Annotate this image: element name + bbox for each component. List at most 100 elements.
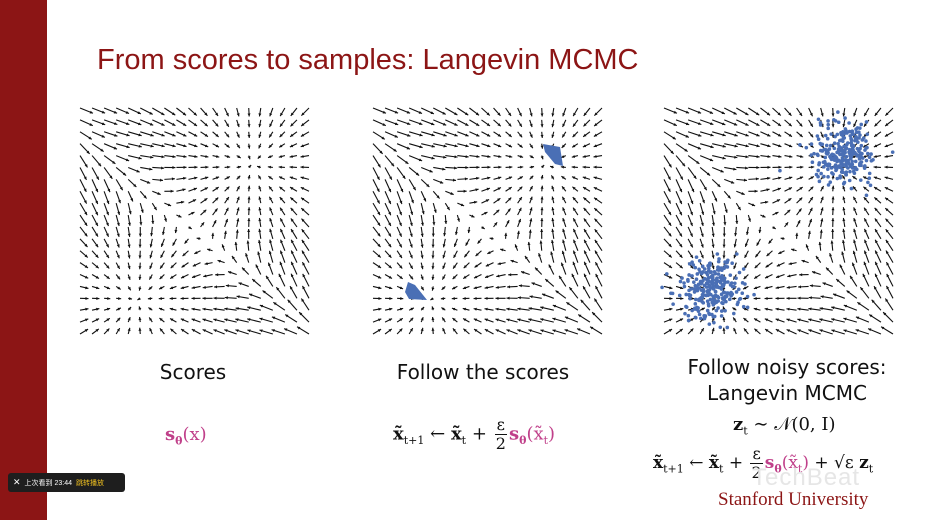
field-arrowhead bbox=[538, 253, 542, 257]
field-arrowhead bbox=[95, 318, 100, 322]
sample-point bbox=[707, 311, 711, 316]
field-arrowhead bbox=[787, 209, 791, 213]
field-arrowhead bbox=[106, 265, 110, 269]
field-arrowhead bbox=[101, 134, 105, 138]
sample-point bbox=[840, 156, 845, 160]
field-arrowhead bbox=[192, 199, 197, 203]
field-arrowhead bbox=[118, 296, 122, 300]
field-arrowhead bbox=[279, 144, 283, 148]
field-arrowhead bbox=[561, 144, 565, 148]
field-arrowhead bbox=[778, 154, 782, 158]
field-arrowhead bbox=[776, 199, 781, 203]
field-arrowhead bbox=[106, 200, 110, 205]
field-arrowhead bbox=[485, 199, 490, 203]
field-arrowhead bbox=[246, 240, 250, 244]
field-arrowhead bbox=[443, 232, 447, 237]
field-arrowhead bbox=[226, 186, 230, 190]
sample-point bbox=[728, 273, 733, 277]
field-arrowhead bbox=[161, 122, 165, 126]
sample-point bbox=[867, 171, 872, 176]
field-arrowhead bbox=[799, 273, 803, 277]
sample-point bbox=[734, 290, 739, 294]
field-arrowhead bbox=[394, 122, 399, 126]
field-arrowhead bbox=[689, 222, 693, 227]
field-arrowhead bbox=[758, 229, 762, 234]
sample-point bbox=[708, 270, 713, 275]
field-arrowhead bbox=[875, 261, 878, 266]
field-arrowhead bbox=[519, 134, 523, 138]
score-vector-field bbox=[79, 107, 310, 335]
field-arrowhead bbox=[831, 229, 835, 233]
field-arrowhead bbox=[410, 276, 414, 280]
field-arrowhead bbox=[280, 112, 284, 117]
sample-point bbox=[730, 261, 734, 266]
sample-point bbox=[855, 153, 860, 157]
field-arrowhead bbox=[540, 229, 544, 233]
field-arrowhead bbox=[799, 112, 803, 116]
field-arrowhead bbox=[874, 133, 878, 137]
field-arrowhead bbox=[561, 262, 564, 266]
field-arrowhead bbox=[874, 286, 877, 290]
field-arrowhead bbox=[809, 207, 813, 212]
field-arrowhead bbox=[711, 233, 715, 237]
field-arrowhead bbox=[839, 264, 843, 268]
field-arrowhead bbox=[748, 218, 751, 222]
field-arrowhead bbox=[224, 296, 228, 300]
field-arrowhead bbox=[106, 307, 111, 311]
sample-point bbox=[727, 297, 732, 302]
field-arrowhead bbox=[388, 233, 391, 237]
field-arrowhead bbox=[863, 133, 867, 138]
field-arrowhead bbox=[170, 275, 174, 279]
field-arrowhead bbox=[853, 123, 857, 127]
field-arrowhead bbox=[398, 222, 402, 227]
field-arrowhead bbox=[583, 123, 587, 127]
field-arrowhead bbox=[97, 163, 102, 167]
field-arrowhead bbox=[258, 207, 262, 211]
field-arrowhead bbox=[269, 196, 273, 201]
resume-playback-button[interactable]: 跳转播放 bbox=[76, 479, 105, 487]
sample-point bbox=[834, 168, 838, 173]
field-arrowhead bbox=[149, 255, 153, 259]
field-arrowhead bbox=[710, 133, 714, 137]
langevin-panel bbox=[656, 100, 901, 342]
field-arrowhead bbox=[830, 240, 834, 244]
field-arrowhead bbox=[127, 306, 132, 311]
resume-playback-bar[interactable]: ✕ 上次看到 23:44 跳转播放 bbox=[8, 473, 125, 492]
field-arrowhead bbox=[873, 154, 877, 158]
field-arrowhead bbox=[182, 122, 187, 126]
field-arrowhead bbox=[540, 113, 544, 117]
field-arrowhead bbox=[540, 306, 544, 310]
field-arrowhead bbox=[452, 318, 456, 322]
field-arrowhead bbox=[717, 183, 721, 188]
field-arrowhead bbox=[799, 187, 803, 190]
field-arrowhead bbox=[767, 165, 771, 169]
field-arrowhead bbox=[548, 264, 552, 268]
field-arrowhead bbox=[151, 220, 155, 224]
field-arrowhead bbox=[406, 146, 411, 150]
field-arrowhead bbox=[788, 123, 792, 127]
field-arrowhead bbox=[820, 295, 824, 299]
field-arrowhead bbox=[487, 154, 491, 158]
field-arrowhead bbox=[442, 244, 446, 248]
field-arrowhead bbox=[84, 254, 88, 258]
field-arrowhead bbox=[710, 145, 714, 149]
field-arrowhead bbox=[440, 296, 445, 300]
field-arrowhead bbox=[754, 264, 758, 269]
langevin-theta: θ bbox=[774, 462, 782, 476]
field-arrowhead bbox=[377, 233, 381, 237]
close-icon[interactable]: ✕ bbox=[13, 477, 21, 487]
sample-point bbox=[714, 308, 719, 313]
field-arrowhead bbox=[247, 196, 251, 200]
field-arrowhead bbox=[819, 318, 823, 322]
field-arrowhead bbox=[584, 250, 587, 254]
sample-point bbox=[693, 297, 698, 302]
sample-point bbox=[859, 143, 864, 148]
field-arrowhead bbox=[508, 154, 513, 158]
field-arrowhead bbox=[680, 296, 684, 300]
field-arrowhead bbox=[137, 297, 141, 301]
field-arrowhead bbox=[561, 155, 565, 158]
field-arrowhead bbox=[742, 296, 746, 300]
field-arrowhead bbox=[193, 112, 197, 116]
field-arrowhead bbox=[426, 183, 430, 188]
field-arrowhead bbox=[269, 228, 273, 233]
